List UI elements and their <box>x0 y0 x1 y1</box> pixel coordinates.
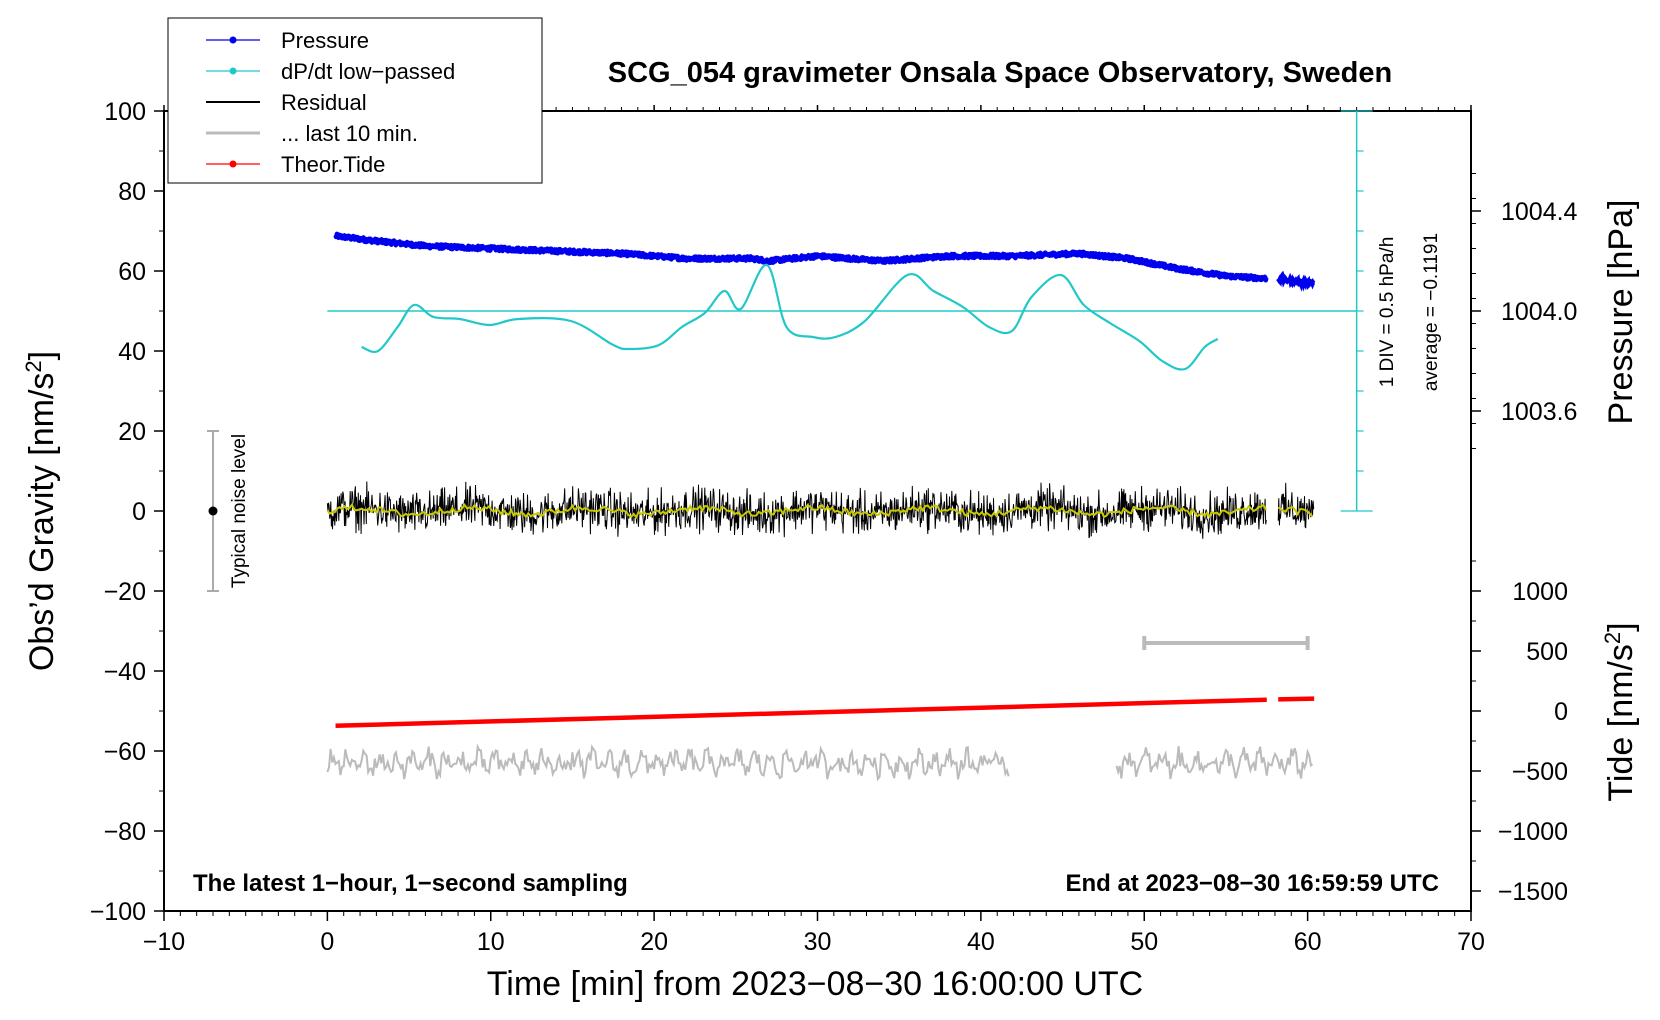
tide-tick-label: 500 <box>1526 638 1568 666</box>
theoretical-tide-segment <box>1278 696 1315 702</box>
x-tick-label: −10 <box>143 928 185 956</box>
pressure-line <box>333 231 1269 283</box>
chart-title: SCG_054 gravimeter Onsala Space Observat… <box>608 57 1392 89</box>
tide-tick-label: 1000 <box>1512 578 1568 606</box>
tide-axis-label-sup: 2 <box>1600 632 1625 644</box>
tide-tick-label: 0 <box>1554 698 1568 726</box>
x-tick-label: 30 <box>804 928 832 956</box>
legend-dpdt-marker <box>229 67 237 75</box>
residual-line <box>326 481 1267 539</box>
y-tick-label: 100 <box>104 98 146 126</box>
theoretical-tide-line <box>335 697 1267 729</box>
tide-axis-label: Tide [nm/s2] <box>1600 622 1640 801</box>
y-tick-label: 40 <box>118 338 146 366</box>
tide-tick-label: −1500 <box>1498 878 1568 906</box>
legend-tide-label: Theor.Tide <box>281 152 385 177</box>
series-layer <box>326 231 1357 782</box>
y-tick-label: −100 <box>90 898 146 926</box>
pressure-axis-label: Pressure [hPa] <box>1602 200 1640 425</box>
residual-line-segment <box>1277 482 1315 529</box>
residual-smoothed-segment <box>1277 506 1314 518</box>
legend-dpdt-label: dP/dt low−passed <box>281 59 455 84</box>
y-axis-label-main: Obs’d Gravity [nm/s <box>23 373 61 672</box>
legend-tide-marker <box>229 160 237 168</box>
noise-level-label: Typical noise level <box>229 434 250 588</box>
pressure-tick-label: 1004.4 <box>1501 198 1578 226</box>
y-tick-label: 80 <box>118 178 146 206</box>
sampling-note: The latest 1−hour, 1−second sampling <box>193 870 628 897</box>
pressure-tick-label: 1004.0 <box>1501 298 1577 326</box>
y-axis-label: Obs’d Gravity [nm/s2] <box>21 351 61 671</box>
pressure-tick-label: 1003.6 <box>1501 398 1577 426</box>
x-tick-label: 40 <box>967 928 995 956</box>
tide-tick-label: −1000 <box>1498 818 1568 846</box>
average-label: average = −0.1191 <box>1421 233 1442 391</box>
y-tick-label: −80 <box>104 818 146 846</box>
legend: Pressure dP/dt low−passed Residual ... l… <box>167 17 543 184</box>
x-tick-label: 50 <box>1130 928 1158 956</box>
x-tick-label: 70 <box>1457 928 1485 956</box>
legend-pressure-marker <box>229 36 237 44</box>
last-10-min-line <box>326 743 1010 782</box>
legend-residual-label: Residual <box>281 90 367 115</box>
x-axis-label: Time [min] from 2023−08−30 16:00:00 UTC <box>487 965 1143 1003</box>
y-tick-label: 0 <box>132 498 146 526</box>
noise-bar-dot <box>208 506 218 516</box>
last-10-min-line <box>1115 746 1314 780</box>
residual-smoothed-line <box>326 502 1267 520</box>
y-tick-label: −60 <box>104 738 146 766</box>
pressure-line-segment <box>1276 270 1316 292</box>
extras-layer <box>207 110 1373 650</box>
y-tick-label: −20 <box>104 578 146 606</box>
legend-last10-label: ... last 10 min. <box>281 121 418 146</box>
x-tick-label: 0 <box>320 928 334 956</box>
y-axis-label-sup: 2 <box>21 360 46 372</box>
x-tick-label: 20 <box>640 928 668 956</box>
x-tick-label: 60 <box>1294 928 1322 956</box>
y-axis-label-close: ] <box>23 351 61 360</box>
axis-ticks: −10 0 10 20 30 40 50 60 70−100−80−60−40−20020406… <box>90 98 1578 956</box>
y-tick-label: 60 <box>118 258 146 286</box>
scale-bar-label: 1 DIV = 0.5 hPa/h <box>1377 237 1398 388</box>
legend-box <box>167 17 543 184</box>
legend-pressure-label: Pressure <box>281 28 369 53</box>
tide-tick-label: −500 <box>1512 758 1568 786</box>
x-tick-label: 10 <box>477 928 505 956</box>
end-time-note: End at 2023−08−30 16:59:59 UTC <box>1065 870 1439 897</box>
tide-axis-label-main: Tide [nm/s <box>1602 644 1640 801</box>
y-tick-label: 20 <box>118 418 146 446</box>
y-tick-label: −40 <box>104 658 146 686</box>
tide-axis-label-close: ] <box>1602 622 1640 631</box>
dpdt-line <box>361 263 1219 371</box>
